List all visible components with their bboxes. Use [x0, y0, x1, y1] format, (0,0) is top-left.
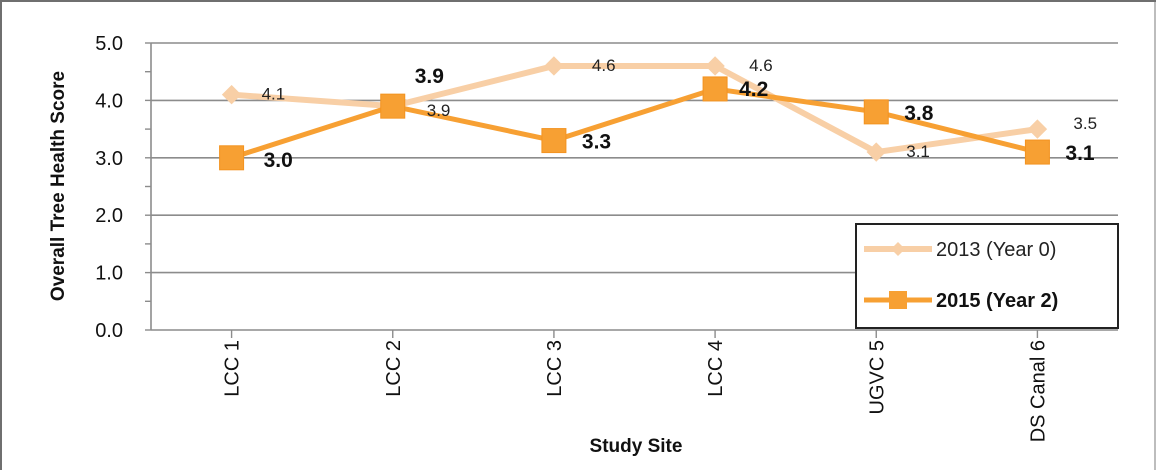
data-point — [380, 93, 406, 119]
x-tick-label: LCC 2 — [383, 340, 405, 397]
data-point — [866, 142, 886, 162]
y-tick-label: 5.0 — [95, 33, 123, 55]
series — [219, 56, 1050, 171]
y-tick-label: 1.0 — [95, 263, 123, 285]
gridlines — [151, 42, 1118, 274]
data-label-2015: 3.0 — [264, 149, 293, 172]
x-tick-label: UGVC 5 — [866, 340, 888, 414]
y-tick-label: 4.0 — [95, 90, 123, 112]
x-tick-label: LCC 1 — [222, 340, 244, 397]
data-label-2015: 3.9 — [415, 65, 444, 88]
data-label-2015: 3.8 — [904, 102, 934, 125]
axes: 0.0 1.0 2.0 3.0 4.0 5.0 LCC 1 LCC 2 LCC 3 LCC 4 UG… — [95, 33, 1118, 442]
data-point — [544, 56, 564, 76]
data-label-2013: 4.6 — [749, 56, 773, 75]
legend-label: 2013 (Year 0) — [936, 239, 1056, 261]
series-line — [231, 62, 1038, 156]
data-label-2015: 3.3 — [582, 131, 611, 154]
data-labels: 4.1 3.9 4.6 4.6 3.1 3.5 3.0 3.9 3.3 4.2 3.8 3.1 — [262, 56, 1097, 172]
data-point — [702, 76, 728, 102]
data-label-2015: 4.2 — [739, 78, 768, 101]
x-tick-label: DS Canal 6 — [1027, 340, 1049, 442]
y-tick-label: 2.0 — [95, 205, 123, 227]
x-tick-label: LCC 3 — [544, 340, 566, 397]
legend-swatch-marker — [889, 291, 907, 309]
data-point — [219, 145, 245, 171]
data-point — [221, 84, 242, 105]
series-line — [230, 86, 1039, 161]
data-label-2013: 3.9 — [427, 101, 451, 120]
data-point — [541, 128, 567, 154]
x-axis-title: Study Site — [590, 436, 683, 457]
data-point — [863, 99, 889, 125]
data-point — [705, 56, 725, 76]
y-axis-title: Overall Tree Health Score — [48, 71, 69, 301]
data-label-2013: 3.1 — [906, 142, 930, 161]
data-label-2013: 4.1 — [262, 85, 286, 104]
data-label-2015: 3.1 — [1065, 142, 1095, 165]
data-label-2013: 4.6 — [592, 56, 616, 75]
x-tick-label: LCC 4 — [705, 340, 727, 397]
y-tick-label: 3.0 — [95, 148, 123, 170]
legend: 2013 (Year 0) 2015 (Year 2) — [855, 223, 1119, 329]
legend-label: 2015 (Year 2) — [936, 290, 1058, 312]
data-point — [1027, 119, 1048, 139]
legend-swatch-marker — [891, 242, 905, 256]
legend-box — [855, 223, 1119, 329]
data-label-2013: 3.5 — [1073, 114, 1097, 133]
data-point — [1024, 139, 1050, 165]
y-tick-label: 0.0 — [95, 320, 123, 342]
